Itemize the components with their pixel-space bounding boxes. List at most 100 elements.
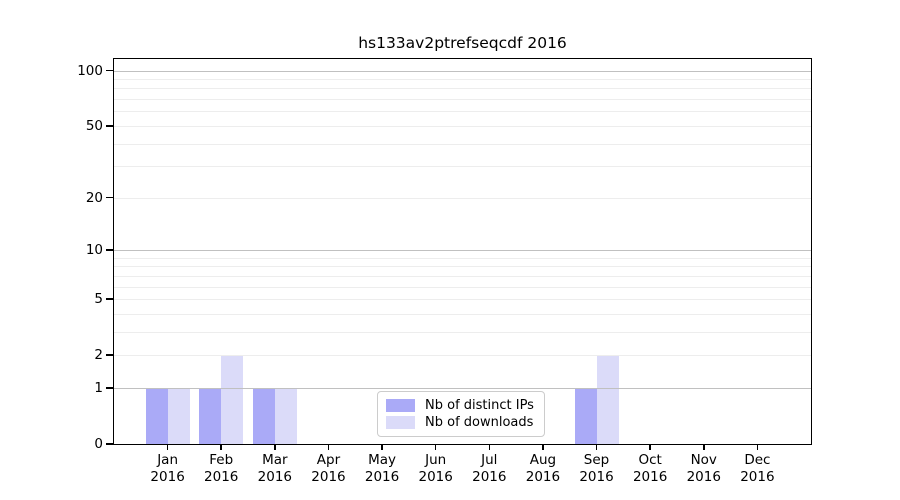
legend-item: Nb of distinct IPs [386,398,535,413]
y-tick-mark [106,443,113,445]
gridline-major [114,249,811,251]
gridline-minor [114,355,811,357]
x-tick-mark [756,444,759,450]
gridline-minor [114,286,811,288]
x-tick-label: Oct 2016 [615,452,685,486]
y-tick-label: 10 [85,241,103,258]
gridline-minor [114,111,811,113]
y-tick-mark [106,69,113,72]
gridline-minor [114,143,811,145]
x-tick-year: 2016 [740,469,775,485]
x-tick-year: 2016 [257,469,293,485]
x-tick-year: 2016 [311,469,346,485]
y-tick-mark [106,196,113,199]
bar-downloads [221,355,244,444]
x-tick-year: 2016 [632,469,668,485]
bar-distinct-ips [145,387,168,444]
x-tick-mark [542,444,544,450]
y-tick-mark [106,125,113,127]
x-tick-label: Apr 2016 [293,452,363,486]
x-tick-month: Sep [583,452,610,468]
x-tick-mark [381,444,383,450]
y-tick-label: 1 [94,379,103,396]
x-tick-year: 2016 [364,469,400,485]
gridline-major [114,70,811,72]
legend-swatch-downloads [386,416,415,430]
y-tick-label: 2 [94,347,103,364]
x-tick-month: Jul [481,452,498,468]
x-tick-label: Nov 2016 [669,452,739,486]
gridline-minor [114,125,811,127]
x-tick-month: Mar [262,452,288,468]
x-tick-mark [220,444,222,450]
legend-item: Nb of downloads [386,415,535,430]
x-tick-label: Aug 2016 [508,452,578,486]
x-tick-year: 2016 [418,469,453,485]
y-tick-mark [106,387,113,389]
bar-downloads [274,387,297,444]
gridline-minor [114,166,811,168]
x-tick-label: Jul 2016 [454,452,524,486]
x-tick-year: 2016 [525,469,561,485]
y-tick-label: 100 [77,62,103,79]
x-tick-year: 2016 [472,469,507,485]
x-tick-year: 2016 [204,469,239,485]
gridline-minor [114,99,811,101]
bar-distinct-ips [574,387,597,444]
x-tick-mark [703,444,705,450]
y-tick-mark [106,354,113,356]
x-tick-label: May 2016 [347,452,417,486]
gridline-minor [114,88,811,90]
chart-title: hs133av2ptrefseqcdf 2016 [358,34,567,52]
x-tick-month: Oct [638,452,662,468]
x-tick-mark [274,444,276,450]
gridline-minor [114,257,811,259]
x-tick-month: Jan [157,452,179,468]
y-tick-mark [106,298,113,300]
x-tick-label: Mar 2016 [240,452,310,486]
x-tick-label: Sep 2016 [562,452,632,486]
gridline-major [114,387,811,389]
x-tick-label: Dec 2016 [722,452,792,486]
x-tick-month: Jun [425,452,447,468]
plot-area [114,59,811,444]
bar-downloads [167,387,190,444]
x-tick-mark [327,444,330,450]
bar-distinct-ips [252,387,275,444]
x-tick-mark [649,444,651,450]
bar-downloads [596,355,619,444]
x-tick-month: Nov [690,452,717,468]
legend: Nb of distinct IPs Nb of downloads [377,391,545,437]
x-tick-mark [166,444,169,450]
gridline-minor [114,331,811,333]
legend-label: Nb of downloads [425,415,534,431]
x-tick-year: 2016 [150,469,185,485]
y-tick-label: 20 [85,189,103,206]
gridline-minor [114,313,811,315]
y-tick-mark [106,249,113,251]
bar-distinct-ips [199,387,222,444]
x-tick-month: Feb [209,452,234,468]
x-tick-month: Aug [529,452,557,468]
y-tick-label: 5 [94,291,103,308]
gridline-minor [114,275,811,277]
x-tick-label: Jun 2016 [401,452,471,486]
x-tick-mark [434,444,437,450]
x-tick-month: Dec [744,452,771,468]
gridline-minor [114,197,811,199]
x-tick-label: Jan 2016 [133,452,203,486]
gridline-minor [114,299,811,301]
y-tick-label: 0 [94,436,103,452]
x-tick-year: 2016 [579,469,614,485]
gridline-minor [114,266,811,268]
x-tick-year: 2016 [686,469,721,485]
legend-swatch-distinct-ips [386,398,415,412]
x-tick-mark [488,444,491,450]
x-tick-month: Apr [316,452,341,468]
x-tick-label: Feb 2016 [186,452,256,486]
y-tick-label: 50 [85,117,103,134]
legend-label: Nb of distinct IPs [425,397,534,413]
x-tick-mark [595,444,598,450]
x-tick-month: May [368,452,397,468]
